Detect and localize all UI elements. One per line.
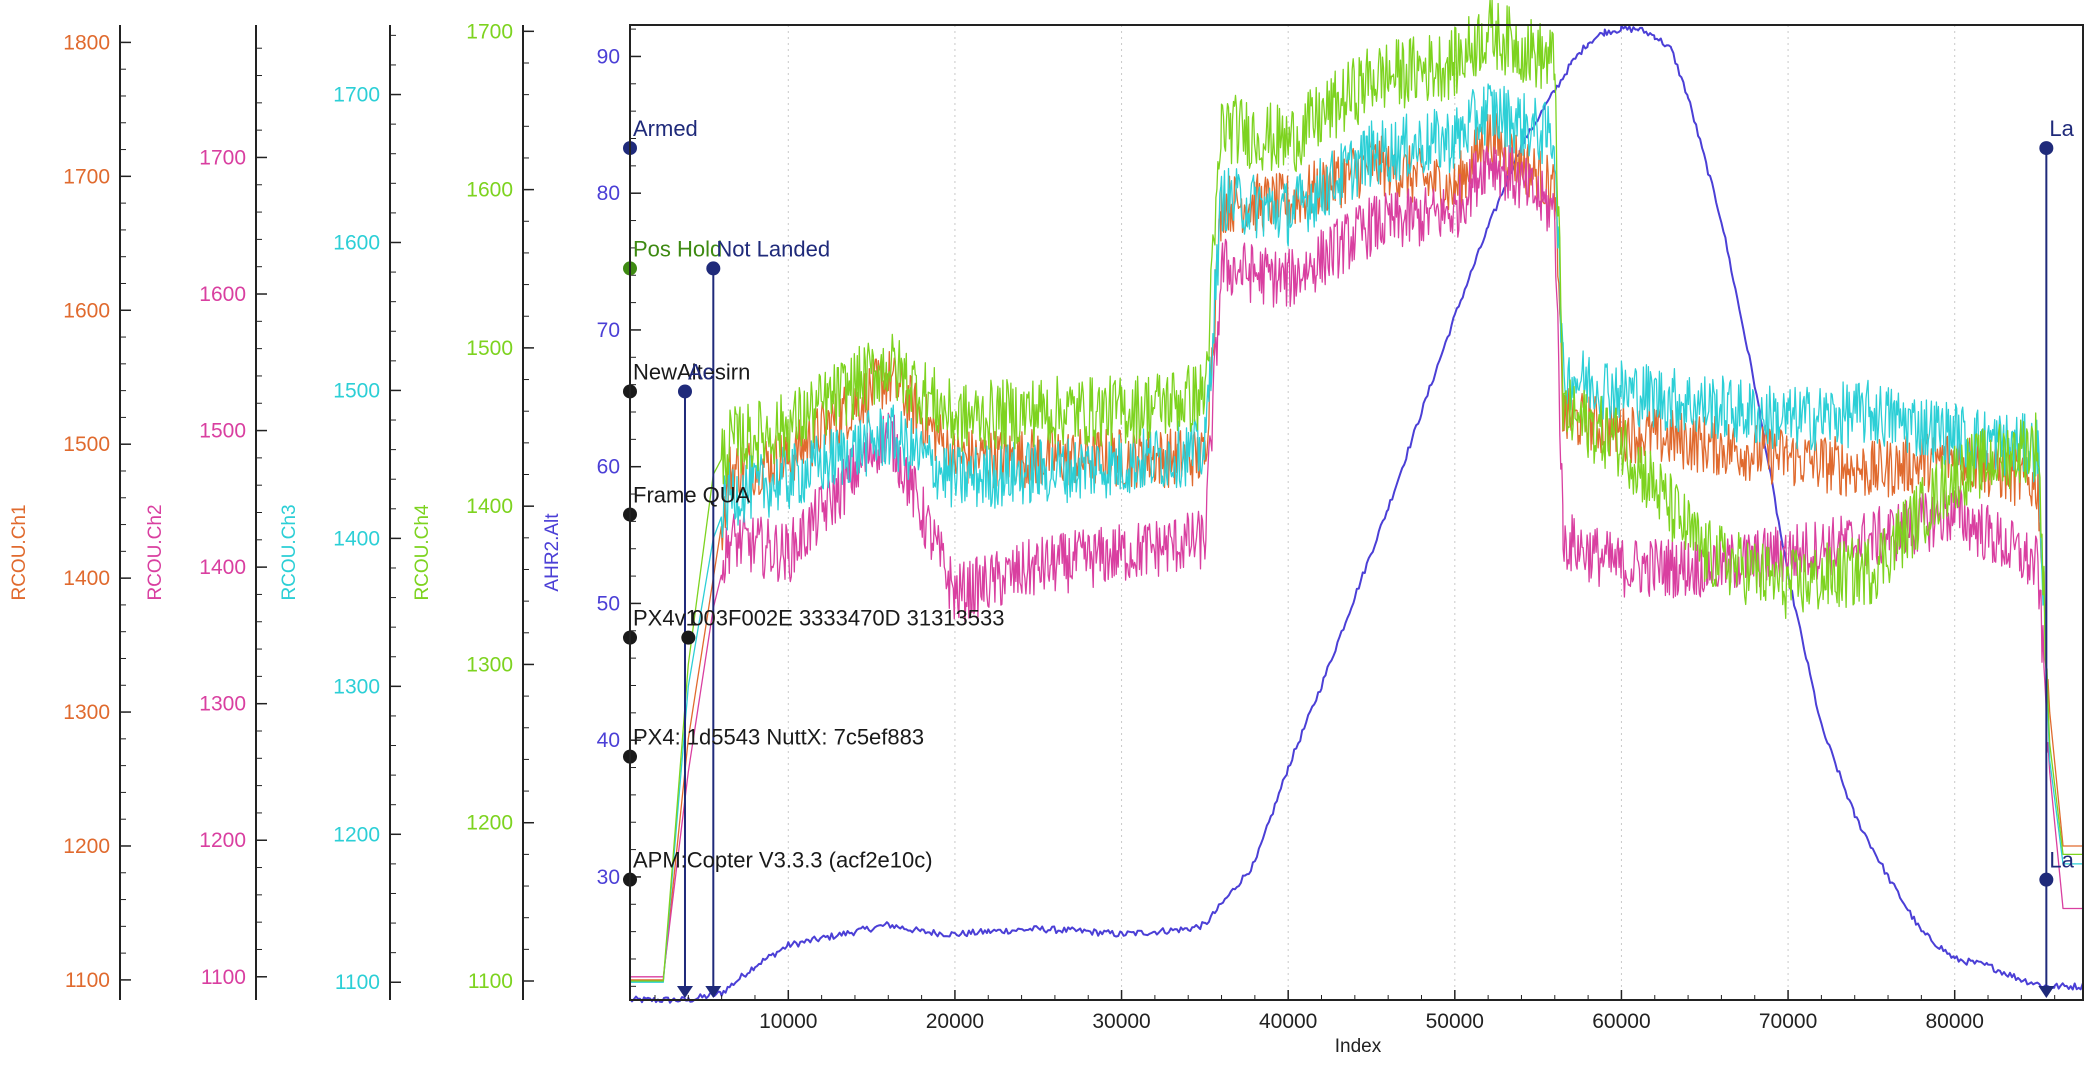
event-label: 003F002E 3333470D 31313533 bbox=[691, 606, 1004, 631]
y-tick-label: 50 bbox=[597, 592, 620, 615]
event-label: NewAltesirn bbox=[633, 359, 750, 384]
y-tick-label: 1100 bbox=[201, 966, 246, 989]
y-tick-label: 1200 bbox=[199, 829, 246, 852]
event-label: La bbox=[2049, 848, 2074, 873]
y-axis-title: RCOU.Ch4 bbox=[412, 504, 433, 601]
y-tick-label: 1500 bbox=[466, 337, 513, 360]
series-line bbox=[630, 144, 2083, 978]
y-tick-label: 40 bbox=[597, 729, 620, 752]
y-tick-label: 80 bbox=[597, 182, 620, 205]
x-tick-label: 40000 bbox=[1259, 1010, 1317, 1033]
y-tick-label: 1500 bbox=[63, 433, 110, 456]
x-tick-label: 20000 bbox=[926, 1010, 984, 1033]
series-line bbox=[630, 0, 2083, 982]
y-tick-label: 1400 bbox=[333, 527, 380, 550]
y-tick-label: 1100 bbox=[468, 970, 513, 993]
event-marker-dot bbox=[677, 384, 692, 399]
x-tick-label: 70000 bbox=[1759, 1010, 1817, 1033]
event-label: PX4v1 bbox=[633, 606, 698, 631]
y-tick-label: 1500 bbox=[199, 420, 246, 443]
event-label: Frame QUA bbox=[633, 483, 751, 508]
event-marker-dot bbox=[681, 630, 696, 645]
y-axis-title: RCOU.Ch3 bbox=[279, 504, 300, 600]
event-marker-dot bbox=[2039, 872, 2054, 887]
y-tick-label: 90 bbox=[597, 45, 620, 68]
y-tick-label: 1200 bbox=[63, 835, 110, 858]
y-tick-label: 1300 bbox=[63, 701, 110, 724]
y-tick-label: 1100 bbox=[65, 969, 110, 992]
y-tick-label: 1300 bbox=[199, 693, 246, 716]
x-tick-label: 30000 bbox=[1092, 1010, 1150, 1033]
x-tick-label: 50000 bbox=[1426, 1010, 1484, 1033]
event-label: PX4: 1d5543 NuttX: 7c5ef883 bbox=[633, 725, 924, 750]
y-tick-label: 30 bbox=[597, 866, 620, 889]
event-marker-dot bbox=[2039, 141, 2054, 156]
y-tick-label: 1400 bbox=[63, 567, 110, 590]
y-tick-label: 1400 bbox=[466, 495, 513, 518]
y-tick-label: 1600 bbox=[466, 179, 513, 202]
y-tick-label: 60 bbox=[597, 456, 620, 479]
y-axis-title: RCOU.Ch2 bbox=[145, 504, 166, 600]
x-tick-label: 80000 bbox=[1925, 1010, 1983, 1033]
y-axis-title: RCOU.Ch1 bbox=[9, 504, 30, 600]
y-tick-label: 1200 bbox=[333, 823, 380, 846]
event-marker-arrow bbox=[2038, 986, 2055, 998]
x-axis-title: Index bbox=[1335, 1036, 1382, 1057]
x-axis: Index 10000 20000 30000 40000 50000 60000 7000… bbox=[654, 990, 2056, 1057]
y-axis-title: AHR2.Alt bbox=[542, 513, 563, 592]
y-tick-label: 70 bbox=[597, 319, 620, 342]
event-label: Not Landed bbox=[716, 236, 830, 261]
event-label: Pos Hold bbox=[633, 236, 722, 261]
x-tick-label: 10000 bbox=[759, 1010, 817, 1033]
event-label: La bbox=[2049, 116, 2074, 141]
y-tick-label: 1200 bbox=[466, 812, 513, 835]
y-tick-label: 1600 bbox=[333, 231, 380, 254]
y-tick-label: 1700 bbox=[63, 165, 110, 188]
y-tick-label: 1400 bbox=[199, 556, 246, 579]
y-tick-label: 1600 bbox=[199, 283, 246, 306]
y-tick-label: 1600 bbox=[63, 299, 110, 322]
y-tick-label: 1300 bbox=[466, 653, 513, 676]
y-tick-label: 1100 bbox=[335, 971, 380, 994]
event-label: APM:Copter V3.3.3 (acf2e10c) bbox=[633, 848, 933, 873]
event-label: Ac bbox=[688, 359, 714, 384]
plot-frame bbox=[629, 24, 2084, 1001]
series-lines bbox=[629, 0, 2084, 1004]
y-axes: 1100 1200 1300 1400 1500 1600 1700 1800 RCOU.Ch1… bbox=[9, 20, 641, 1000]
y-tick-label: 1700 bbox=[466, 20, 513, 43]
event-marker-arrow bbox=[676, 986, 693, 998]
y-tick-label: 1500 bbox=[333, 379, 380, 402]
event-marker-dot bbox=[706, 261, 721, 276]
event-label: Armed bbox=[633, 116, 698, 141]
y-tick-label: 1300 bbox=[333, 675, 380, 698]
series-line bbox=[630, 83, 2083, 983]
event-marker-arrow bbox=[705, 986, 722, 998]
y-tick-label: 1700 bbox=[199, 146, 246, 169]
y-tick-label: 1800 bbox=[63, 31, 110, 54]
y-tick-label: 1700 bbox=[333, 84, 380, 107]
series-line bbox=[629, 24, 2084, 1004]
x-tick-label: 60000 bbox=[1592, 1010, 1650, 1033]
